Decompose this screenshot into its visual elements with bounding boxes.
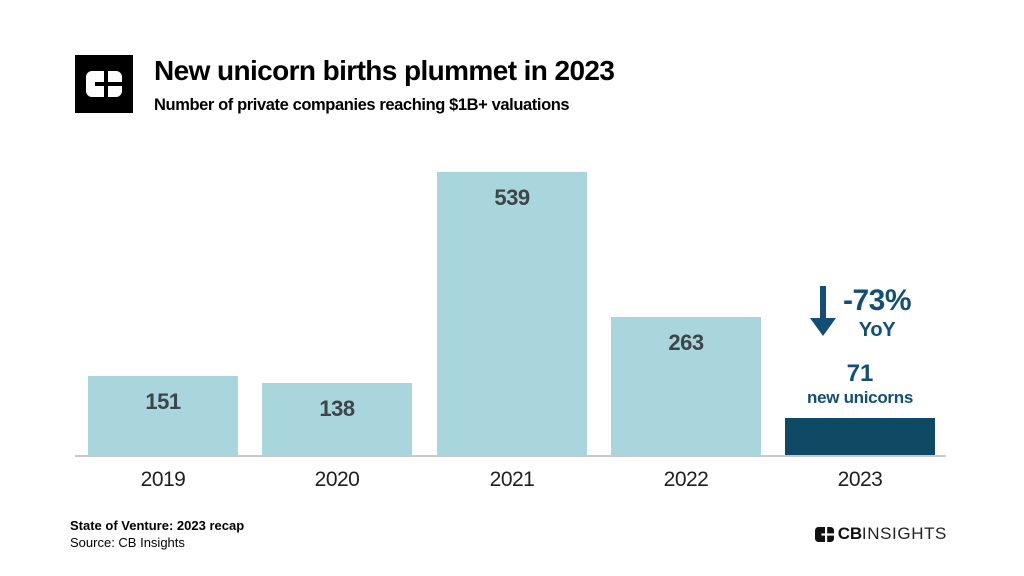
brand-text: CBINSIGHTS [838, 524, 947, 544]
bar-chart: -73% YoY 71 new unicorns 151 138 539 263 20… [75, 160, 946, 499]
down-arrow-icon [810, 286, 836, 336]
footer-source: Source: CB Insights [70, 535, 185, 550]
footer-left: State of Venture: 2023 recap Source: CB … [70, 518, 244, 550]
x-axis-label-2021: 2021 [489, 468, 535, 491]
bar-2020: 138 [262, 383, 412, 455]
x-axis-label-2023: 2023 [837, 468, 883, 491]
cb-logo-icon [75, 55, 133, 113]
yoy-label: YoY [858, 319, 896, 341]
bar-value-label-2020: 138 [319, 396, 355, 421]
header-titles: New unicorn births plummet in 2023 Numbe… [154, 55, 615, 115]
brand-cb: CB [837, 524, 862, 543]
x-axis-label-2022: 2022 [663, 468, 709, 491]
bar-2023 [785, 418, 935, 455]
bar-value-label-2019: 151 [145, 389, 181, 414]
x-axis-labels: 2019 2020 2021 2022 2023 [75, 457, 946, 499]
page-title: New unicorn births plummet in 2023 [154, 55, 615, 86]
footer-report-title: State of Venture: 2023 recap [70, 518, 245, 533]
cb-logo-small-icon [814, 526, 834, 542]
page-subtitle: Number of private companies reaching $1B… [154, 95, 570, 114]
header: New unicorn births plummet in 2023 Numbe… [75, 55, 615, 115]
bar-2022: 263 [611, 317, 761, 455]
bar-2019: 151 [88, 376, 238, 455]
yoy-annotation-texts: -73% YoY [843, 284, 912, 342]
x-axis-label-2020: 2020 [314, 468, 360, 491]
highlight-value-suffix: new unicorns [807, 388, 913, 407]
plot-area: -73% YoY 71 new unicorns 151 138 539 263 [75, 160, 946, 457]
cb-insights-logo [75, 55, 133, 113]
yoy-annotation: -73% YoY [810, 284, 912, 342]
highlight-bar-label: 71 new unicorns [785, 362, 935, 408]
delta-label: -73% [843, 284, 912, 317]
brand-insights: INSIGHTS [861, 524, 947, 543]
bar-value-label-2021: 539 [494, 185, 530, 210]
x-axis-label-2019: 2019 [140, 468, 186, 491]
cb-insights-wordmark: CBINSIGHTS [814, 524, 947, 544]
bar-2021: 539 [437, 172, 587, 455]
highlight-value: 71 [846, 360, 874, 387]
bar-value-label-2022: 263 [668, 330, 704, 355]
